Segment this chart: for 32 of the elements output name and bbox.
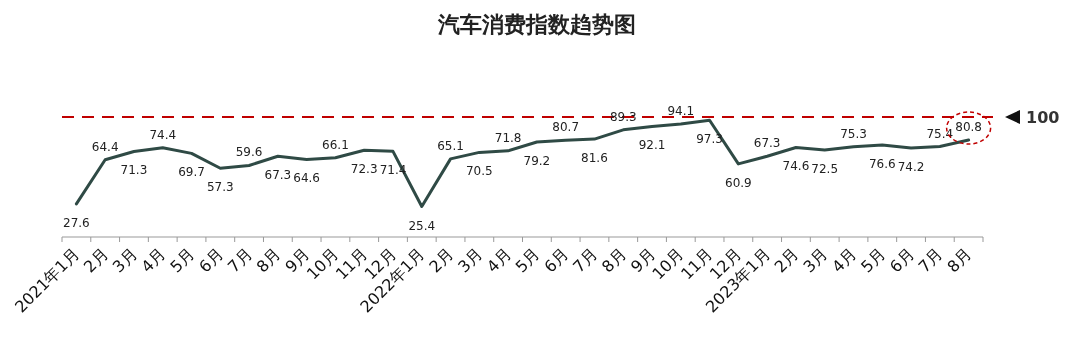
data-label: 72.3 [350,162,378,177]
data-label: 59.6 [235,145,263,160]
data-label: 67.3 [264,168,292,183]
data-label: 94.1 [667,104,695,119]
data-label: 80.7 [552,120,580,135]
data-label: 67.3 [753,136,781,151]
data-label: 76.6 [868,157,896,172]
data-label: 27.6 [63,215,90,230]
data-label: 66.1 [322,137,349,152]
ref-line-label: 100 [1026,107,1060,127]
data-label: 72.5 [811,162,839,176]
data-label: 79.2 [523,153,551,168]
data-label: 81.6 [581,151,608,166]
data-label: 64.4 [91,139,119,154]
data-label: 97.3 [696,132,723,147]
data-label: 71.3 [120,163,148,178]
data-label: 74.4 [149,127,177,142]
data-label: 70.5 [465,164,493,179]
data-label: 57.3 [206,180,234,195]
data-label: 65.1 [437,138,464,153]
data-label: 92.1 [638,138,666,153]
chart-title: 汽车消费指数趋势图 [436,12,636,37]
data-label: 64.6 [293,171,320,186]
data-label: 75.4 [926,126,954,141]
data-label: 74.6 [782,159,810,174]
data-label: 74.2 [897,159,925,174]
data-label: 60.9 [725,175,752,190]
data-label: 80.8 [955,120,982,135]
data-label: 25.4 [408,218,436,233]
data-label: 71.8 [494,130,522,145]
data-label: 69.7 [178,165,205,180]
data-label: 75.3 [840,126,867,141]
